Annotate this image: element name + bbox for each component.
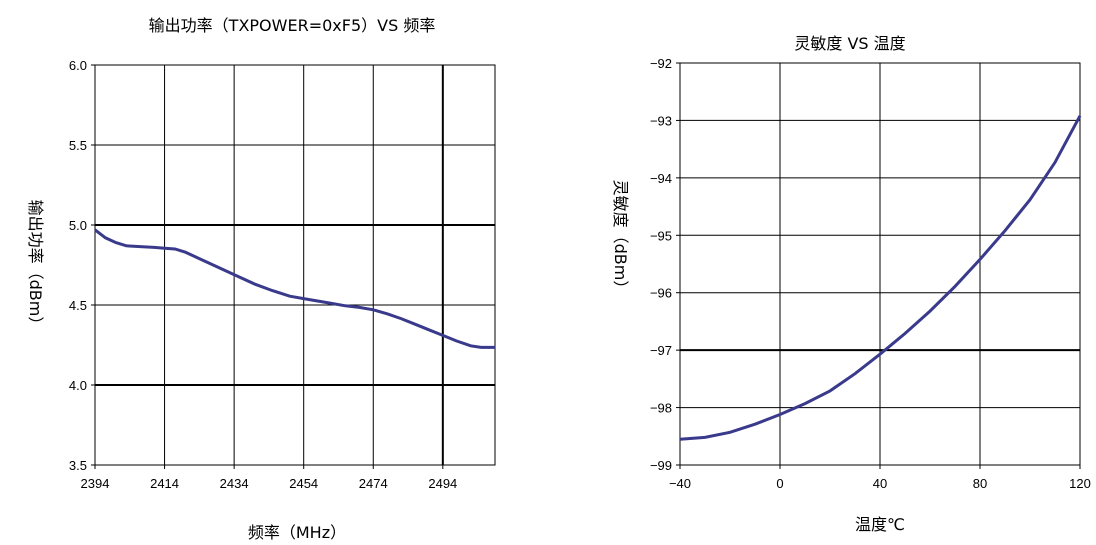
left-y-axis-label: 输出功率（dBm）: [26, 200, 45, 333]
right-x-tick-label: 120: [1069, 476, 1091, 491]
sensitivity-vs-temperature-chart: 灵敏度 VS 温度 −40 0 40 80 120 −92 −93 −94 −95 −96 −97 −…: [611, 34, 1091, 534]
left-plot-area: [94, 64, 496, 466]
left-x-axis-label: 频率（MHz）: [248, 523, 346, 542]
right-series-line: [679, 115, 1082, 441]
right-y-tick-label: −92: [650, 56, 672, 71]
power-vs-frequency-chart: 输出功率（TXPOWER=0xF5）VS 频率 2394 2414 2434 2454…: [26, 16, 496, 542]
right-x-tick-label: 0: [776, 476, 783, 491]
left-y-tick-label: 3.5: [69, 458, 87, 473]
left-y-tick-label: 5.0: [69, 218, 87, 233]
right-chart-title: 灵敏度 VS 温度: [794, 34, 905, 53]
left-x-tick-label: 2454: [289, 476, 318, 491]
right-y-tick-label: −94: [650, 171, 672, 186]
left-y-tick-label: 4.5: [69, 298, 87, 313]
right-x-axis-label: 温度℃: [855, 515, 905, 534]
left-y-tick-label: 6.0: [69, 58, 87, 73]
left-series-line: [94, 228, 495, 349]
right-x-tick-label: 80: [973, 476, 987, 491]
left-x-tick-label: 2434: [220, 476, 249, 491]
right-x-tick-label: 40: [873, 476, 887, 491]
left-chart-title: 输出功率（TXPOWER=0xF5）VS 频率: [149, 16, 436, 35]
left-x-tick-label: 2394: [81, 476, 110, 491]
right-y-axis-label: 灵敏度（dBm）: [611, 180, 630, 297]
right-y-tick-label: −98: [650, 401, 672, 416]
left-x-tick-label: 2474: [359, 476, 388, 491]
left-x-tick-label: 2414: [150, 476, 179, 491]
right-y-tick-label: −93: [650, 113, 672, 128]
left-y-tick-label: 5.5: [69, 138, 87, 153]
right-y-tick-label: −97: [650, 343, 672, 358]
right-y-tick-label: −95: [650, 228, 672, 243]
left-y-tick-label: 4.0: [69, 378, 87, 393]
right-x-tick-label: −40: [669, 476, 691, 491]
right-y-tick-label: −96: [650, 286, 672, 301]
left-x-tick-label: 2494: [428, 476, 457, 491]
right-y-tick-label: −99: [650, 458, 672, 473]
